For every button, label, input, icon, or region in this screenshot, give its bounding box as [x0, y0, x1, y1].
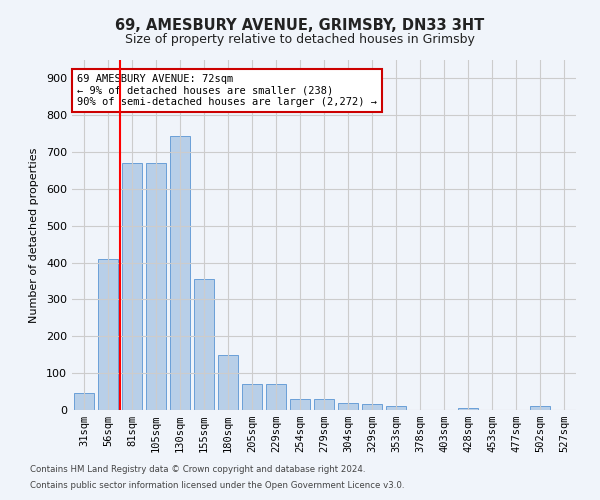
Bar [146, 163, 166, 410]
Bar [74, 394, 94, 410]
Bar [194, 279, 214, 410]
Bar [242, 384, 262, 410]
Text: 69, AMESBURY AVENUE, GRIMSBY, DN33 3HT: 69, AMESBURY AVENUE, GRIMSBY, DN33 3HT [115, 18, 485, 32]
Y-axis label: Number of detached properties: Number of detached properties [29, 148, 39, 322]
Bar [98, 259, 118, 410]
Bar [170, 136, 190, 410]
Bar [122, 163, 142, 410]
Bar [266, 384, 286, 410]
Bar [290, 399, 310, 410]
Bar [314, 399, 334, 410]
Text: Contains public sector information licensed under the Open Government Licence v3: Contains public sector information licen… [30, 480, 404, 490]
Bar [530, 406, 550, 410]
Bar [362, 404, 382, 410]
Bar [386, 406, 406, 410]
Text: Contains HM Land Registry data © Crown copyright and database right 2024.: Contains HM Land Registry data © Crown c… [30, 466, 365, 474]
Text: Size of property relative to detached houses in Grimsby: Size of property relative to detached ho… [125, 32, 475, 46]
Text: 69 AMESBURY AVENUE: 72sqm
← 9% of detached houses are smaller (238)
90% of semi-: 69 AMESBURY AVENUE: 72sqm ← 9% of detach… [77, 74, 377, 107]
Bar [338, 402, 358, 410]
Bar [458, 408, 478, 410]
Bar [218, 354, 238, 410]
